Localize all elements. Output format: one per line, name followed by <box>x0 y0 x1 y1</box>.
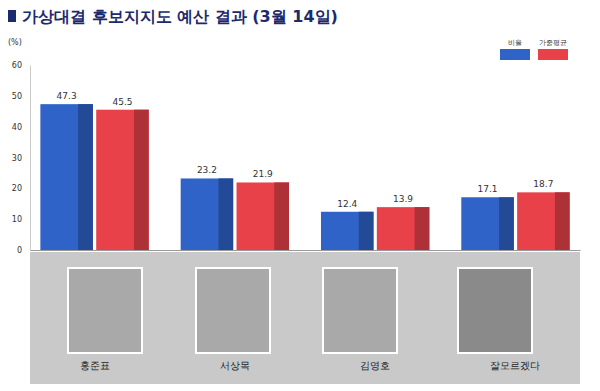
y-tick-label: 40 <box>12 123 22 132</box>
chart: 가상대결 후보지지도 예산 결과 (3월 14일) (%) 0 10 20 30 40 50 6… <box>0 0 600 391</box>
data-label: 13.9 <box>393 194 413 204</box>
y-tick-label: 10 <box>12 215 22 224</box>
data-label: 12.4 <box>337 199 357 209</box>
bar-side <box>555 192 570 250</box>
bar-group <box>237 182 289 250</box>
y-tick-label: 60 <box>12 61 22 70</box>
x-tick-label: 서상목 <box>220 360 250 371</box>
y-tick: 30 <box>12 154 30 163</box>
bar-group <box>461 197 513 250</box>
bar <box>96 110 148 250</box>
bar <box>517 192 569 250</box>
bar-group <box>321 212 373 250</box>
bars <box>40 104 569 250</box>
y-axis-title: (%) <box>8 38 22 47</box>
candidate-photo <box>196 268 270 353</box>
legend-label: 비율 <box>508 39 522 47</box>
data-label: 23.2 <box>197 165 217 175</box>
bar <box>181 178 233 250</box>
bar-side <box>415 207 430 250</box>
bar-side <box>134 110 149 250</box>
candidate-photo <box>323 268 397 353</box>
y-tick: 10 <box>12 215 30 224</box>
bar-group <box>377 207 429 250</box>
x-tick: 서상목 <box>220 250 250 371</box>
legend-swatch <box>500 49 530 60</box>
bar-side <box>274 182 289 250</box>
bar-side <box>78 104 93 250</box>
bar-side <box>499 197 514 250</box>
x-tick-label: 김영호 <box>360 360 390 371</box>
bar <box>377 207 429 250</box>
y-axis: 0 10 20 30 40 50 60 <box>12 61 31 255</box>
y-axis-line <box>30 66 31 251</box>
x-tick-label: 홍준표 <box>80 360 110 371</box>
y-tick: 20 <box>12 184 30 193</box>
legend-label: 가중평균 <box>539 39 567 47</box>
bar-group <box>181 178 233 250</box>
photo-panel <box>30 252 580 384</box>
data-label: 47.3 <box>57 91 77 101</box>
x-tick-label: 잘모르겠다 <box>490 360 540 371</box>
y-tick-label: 20 <box>12 184 22 193</box>
x-tick: 홍준표 <box>80 250 110 371</box>
y-tick: 60 <box>12 61 30 70</box>
bar-side <box>359 212 374 250</box>
data-labels: 47.3 23.2 12.4 17.1 45.5 21.9 13.9 18.7 <box>57 91 554 209</box>
legend-swatch <box>538 49 568 60</box>
x-tick: 잘모르겠다 <box>490 250 540 371</box>
bar <box>461 197 513 250</box>
candidate-photo <box>68 268 142 353</box>
data-label: 17.1 <box>478 184 498 194</box>
y-tick-label: 30 <box>12 154 22 163</box>
y-tick: 0 <box>17 246 30 255</box>
y-tick: 50 <box>12 92 30 101</box>
y-tick-label: 0 <box>17 246 22 255</box>
x-tick: 김영호 <box>360 250 390 371</box>
data-label: 45.5 <box>112 97 132 107</box>
x-axis: 홍준표 서상목 김영호 잘모르겠다 <box>31 250 581 371</box>
data-label: 18.7 <box>533 179 553 189</box>
x-axis-line <box>31 250 581 251</box>
bar-group <box>40 104 92 250</box>
data-label: 21.9 <box>253 169 273 179</box>
bar <box>237 182 289 250</box>
bar <box>40 104 92 250</box>
y-tick-label: 50 <box>12 92 22 101</box>
title-marker <box>8 10 16 22</box>
bar-group <box>96 110 148 250</box>
legend: 비율 가중평균 <box>500 39 568 60</box>
bar-side <box>218 178 233 250</box>
y-tick: 40 <box>12 123 30 132</box>
title: 가상대결 후보지지도 예산 결과 (3월 14일) <box>22 7 338 26</box>
bar <box>321 212 373 250</box>
candidate-photo <box>458 268 532 353</box>
bar-group <box>517 192 569 250</box>
